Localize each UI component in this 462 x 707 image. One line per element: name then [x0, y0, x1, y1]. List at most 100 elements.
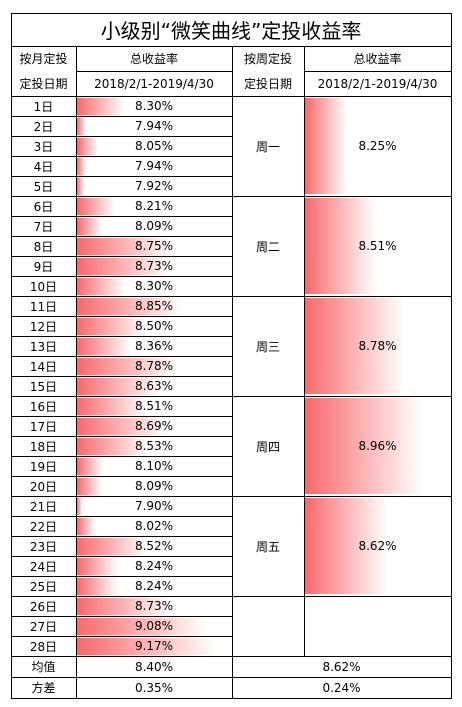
monthly-return-header: 总收益率 — [129, 52, 178, 66]
weekly-return-value: 8.25% — [358, 139, 397, 153]
monthly-bar-17 — [77, 418, 166, 435]
monthly-return-value: 7.90% — [134, 499, 174, 513]
row-divider — [11, 516, 232, 517]
monthly-return-value: 8.05% — [134, 139, 174, 153]
monthly-bar-10 — [77, 278, 125, 295]
monthly-day-label: 21日 — [29, 499, 58, 514]
monthly-period-header: 2018/2/1-2019/4/30 — [94, 76, 214, 91]
monthly-day-label: 25日 — [29, 579, 58, 594]
monthly-bar-5 — [77, 178, 85, 195]
monthly-day-label: 22日 — [29, 519, 58, 534]
monthly-bar-6 — [77, 198, 115, 215]
column-divider — [232, 46, 233, 698]
monthly-day-label: 8日 — [33, 239, 54, 254]
monthly-date-header: 定投日期 — [19, 77, 68, 91]
monthly-return-value: 8.24% — [134, 579, 174, 593]
weekly-day-label: 周五 — [255, 539, 280, 554]
monthly-return-value: 8.63% — [134, 379, 174, 393]
monthly-return-value: 8.10% — [134, 459, 174, 473]
monthly-return-value: 8.09% — [134, 219, 174, 233]
table-border — [11, 698, 452, 699]
row-divider — [11, 596, 232, 597]
monthly-return-value: 8.21% — [134, 199, 174, 213]
row-divider — [11, 476, 232, 477]
monthly-return-value: 8.52% — [134, 539, 174, 553]
monthly-day-label: 26日 — [29, 599, 58, 614]
weekly-day-label: 周二 — [255, 239, 280, 254]
row-divider — [11, 276, 232, 277]
weekly-day-label: 周三 — [255, 339, 280, 354]
monthly-return-value: 8.69% — [134, 419, 174, 433]
row-divider — [11, 636, 232, 637]
monthly-day-label: 15日 — [29, 379, 58, 394]
row-divider — [11, 176, 232, 177]
summary-divider — [11, 677, 451, 678]
row-divider — [232, 196, 451, 197]
row-divider — [11, 116, 232, 117]
header-divider — [76, 71, 232, 72]
monthly-return-value: 8.78% — [134, 359, 174, 373]
variance-weekly-value: 0.24% — [322, 680, 361, 695]
monthly-day-label: 14日 — [29, 359, 58, 374]
monthly-day-label: 10日 — [29, 279, 58, 294]
row-divider — [11, 316, 232, 317]
weekly-day-label: 周四 — [255, 439, 280, 454]
mean-weekly-value: 8.62% — [322, 659, 361, 674]
row-divider — [11, 336, 232, 337]
weekly-date-header: 定投日期 — [243, 77, 292, 91]
header-divider — [304, 71, 451, 72]
monthly-return-value: 8.30% — [134, 279, 174, 293]
monthly-return-value: 9.08% — [134, 619, 174, 633]
row-divider — [11, 456, 232, 457]
monthly-day-label: 20日 — [29, 479, 58, 494]
title-divider — [11, 46, 451, 47]
variance-label: 方差 — [31, 681, 56, 695]
monthly-bar-18 — [77, 438, 149, 455]
column-divider — [76, 46, 77, 698]
row-divider — [11, 296, 232, 297]
row-divider — [11, 376, 232, 377]
monthly-day-label: 5日 — [33, 179, 54, 194]
weekly-bar-2 — [305, 198, 375, 294]
monthly-return-value: 8.73% — [134, 259, 174, 273]
weekly-return-value: 8.96% — [358, 439, 397, 453]
row-divider — [232, 296, 451, 297]
weekly-period-header: 2018/2/1-2019/4/30 — [317, 76, 438, 91]
monthly-return-value: 7.94% — [134, 119, 174, 133]
monthly-bar-26 — [77, 598, 171, 615]
monthly-bar-22 — [77, 518, 95, 535]
row-divider — [11, 356, 232, 357]
row-divider — [11, 196, 232, 197]
monthly-return-value: 8.30% — [134, 99, 174, 113]
monthly-day-label: 4日 — [33, 159, 54, 174]
monthly-bar-9 — [77, 258, 171, 275]
header-divider — [11, 96, 451, 97]
row-divider — [11, 416, 232, 417]
row-divider — [11, 156, 232, 157]
row-divider — [11, 236, 232, 237]
monthly-bar-16 — [77, 398, 147, 415]
table-border — [11, 13, 452, 14]
monthly-day-label: 19日 — [29, 459, 58, 474]
monthly-day-label: 1日 — [33, 99, 54, 114]
monthly-day-label: 18日 — [29, 439, 58, 454]
weekly-return-value: 8.62% — [358, 539, 397, 553]
mean-monthly-value: 8.40% — [134, 659, 174, 674]
monthly-bar-13 — [77, 338, 131, 355]
monthly-bar-8 — [77, 238, 173, 255]
monthly-day-label: 24日 — [29, 559, 58, 574]
monthly-day-label: 16日 — [29, 399, 58, 414]
page-title: 小级别“微笑曲线”定投收益率 — [100, 19, 362, 43]
weekly-bar-3 — [305, 298, 404, 394]
monthly-bar-27 — [77, 618, 208, 635]
monthly-return-value: 9.17% — [134, 639, 174, 653]
row-divider — [232, 596, 451, 597]
monthly-day-label: 12日 — [29, 319, 58, 334]
monthly-return-value: 7.94% — [134, 159, 174, 173]
monthly-day-label: 6日 — [33, 199, 54, 214]
row-divider — [11, 216, 232, 217]
monthly-day-label: 3日 — [33, 139, 54, 154]
monthly-day-label: 11日 — [29, 299, 58, 314]
monthly-bar-23 — [77, 538, 148, 555]
